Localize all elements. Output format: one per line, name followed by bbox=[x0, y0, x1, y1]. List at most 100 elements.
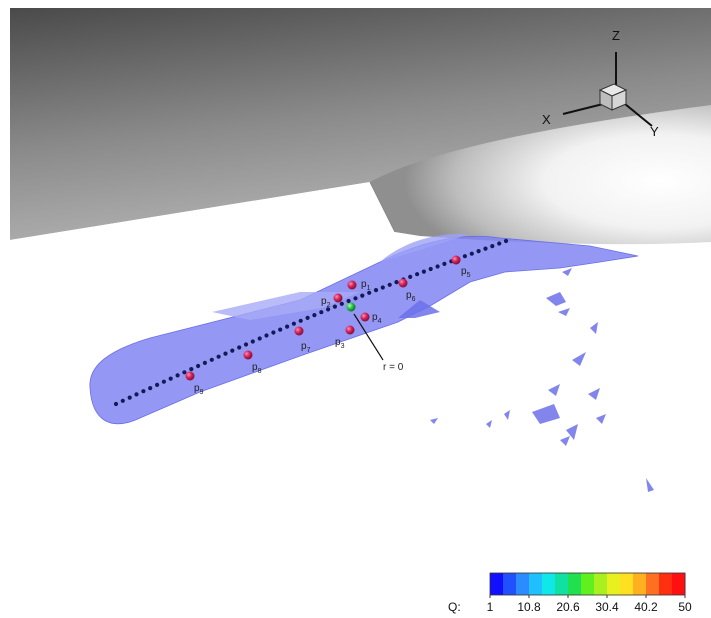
centerline-dot bbox=[387, 282, 392, 287]
centerline-dot bbox=[209, 357, 214, 362]
centerline-dot bbox=[435, 264, 440, 269]
centerline-dot bbox=[257, 336, 262, 341]
centerline-dot bbox=[421, 269, 426, 274]
probe-point-p2 bbox=[333, 293, 343, 303]
centerline-dot bbox=[305, 315, 310, 320]
colorbar-cell bbox=[659, 573, 673, 595]
centerline-dot bbox=[189, 367, 194, 372]
colorbar-cell bbox=[620, 573, 634, 595]
probe-points: p1 p2 p3 p4 p5 p6 p7 p8 p9 bbox=[185, 255, 471, 396]
centerline-dot bbox=[134, 392, 139, 397]
origin-annotation: r = 0 bbox=[383, 362, 404, 373]
axis-y-label: Y bbox=[650, 124, 659, 139]
wing-surface bbox=[10, 8, 711, 240]
centerline-dot bbox=[367, 290, 372, 295]
probe-point-p9 bbox=[185, 371, 195, 381]
centerline-dot bbox=[373, 288, 379, 293]
centerline-dot bbox=[319, 310, 324, 315]
axes-cube bbox=[598, 83, 628, 111]
centerline-dot bbox=[380, 285, 385, 290]
probe-label-p3: p3 bbox=[335, 337, 345, 350]
centerline-dot bbox=[332, 304, 337, 309]
centerline-dot bbox=[346, 298, 351, 304]
centerline-dot bbox=[141, 389, 146, 394]
colorbar-tick-label: 50 bbox=[678, 600, 692, 614]
probe-label-p1: p1 bbox=[361, 279, 371, 292]
centerline-dot bbox=[298, 318, 303, 323]
centerline-dot bbox=[353, 296, 358, 301]
vortex-tube-flap bbox=[212, 292, 360, 320]
probe-label-p5: p5 bbox=[461, 266, 471, 279]
centerline-dot bbox=[278, 327, 283, 332]
origin-leader-line bbox=[353, 313, 384, 361]
axis-x-label: X bbox=[542, 112, 551, 127]
colorbar-cell bbox=[672, 573, 686, 595]
colorbar-tick-label: 20.6 bbox=[556, 600, 580, 614]
centerline-dot bbox=[182, 370, 187, 375]
vortex-fragments bbox=[430, 268, 654, 492]
colorbar: Q: 1 10.8 20.6 30.4 40.2 50 bbox=[448, 572, 692, 614]
colorbar-cell bbox=[646, 573, 660, 595]
centerline-dot bbox=[442, 261, 447, 266]
centerline-dot bbox=[237, 345, 242, 350]
centerline-dot bbox=[127, 395, 132, 400]
centerline-dot bbox=[394, 280, 399, 285]
centerline-dot bbox=[155, 382, 160, 387]
colorbar-cell bbox=[529, 573, 543, 595]
axis-z-label: Z bbox=[612, 28, 620, 43]
centerline-dot bbox=[408, 274, 413, 279]
centerline-dot bbox=[326, 307, 331, 312]
origin-point bbox=[346, 302, 356, 312]
centerline-dot bbox=[120, 398, 125, 403]
centerline-dot bbox=[175, 373, 180, 378]
centerline-dot bbox=[148, 386, 153, 391]
probe-label-p9: p9 bbox=[194, 383, 204, 396]
centerline-dot bbox=[216, 354, 221, 359]
centerline-dot bbox=[243, 342, 249, 347]
centerline-dot bbox=[223, 351, 228, 356]
colorbar-cell bbox=[633, 573, 647, 595]
probe-label-p2: p2 bbox=[321, 296, 331, 309]
centerline-dot bbox=[230, 348, 235, 353]
colorbar-cell bbox=[581, 573, 595, 595]
probe-point-p4 bbox=[360, 312, 370, 322]
centerline-dot bbox=[202, 360, 207, 365]
centerline-dot bbox=[415, 272, 420, 277]
probe-point-p5 bbox=[451, 255, 461, 265]
axes-triad: Z X Y bbox=[542, 28, 659, 139]
colorbar-tick-label: 30.4 bbox=[595, 600, 619, 614]
centerline-dot bbox=[483, 246, 488, 251]
centerline-dot bbox=[168, 376, 173, 381]
centerline-dot bbox=[490, 244, 495, 249]
colorbar-cell bbox=[607, 573, 621, 595]
centerline-dot bbox=[264, 333, 269, 338]
vortex-centerline bbox=[113, 238, 509, 407]
centerline-dot bbox=[312, 313, 317, 318]
probe-label-p7: p7 bbox=[301, 341, 311, 354]
colorbar-tick-label: 40.2 bbox=[634, 600, 658, 614]
centerline-dot bbox=[462, 254, 467, 259]
colorbar-frame bbox=[489, 572, 686, 596]
wing-edge-facet bbox=[10, 182, 420, 262]
probe-point-p7 bbox=[294, 326, 304, 336]
centerline-dot bbox=[291, 321, 296, 326]
colorbar-tick-label: 1 bbox=[487, 600, 494, 614]
vortex-tube-lower-fin bbox=[398, 300, 440, 318]
colorbar-cell bbox=[503, 573, 517, 595]
probe-label-p4: p4 bbox=[372, 312, 382, 325]
colorbar-ticks: 1 10.8 20.6 30.4 40.2 50 bbox=[487, 595, 692, 614]
centerline-dot bbox=[113, 401, 119, 407]
fuselage-body bbox=[370, 105, 711, 245]
centerline-dot bbox=[503, 238, 509, 244]
centerline-dot bbox=[476, 249, 481, 254]
colorbar-label: Q: bbox=[448, 600, 461, 614]
probe-label-p6: p6 bbox=[406, 290, 416, 303]
centerline-dot bbox=[428, 266, 433, 272]
colorbar-cell bbox=[594, 573, 608, 595]
colorbar-tick-label: 10.8 bbox=[517, 600, 541, 614]
colorbar-cell bbox=[568, 573, 582, 595]
colorbar-cell bbox=[542, 573, 556, 595]
probe-point-p8 bbox=[243, 350, 253, 360]
colorbar-cell bbox=[516, 573, 530, 595]
